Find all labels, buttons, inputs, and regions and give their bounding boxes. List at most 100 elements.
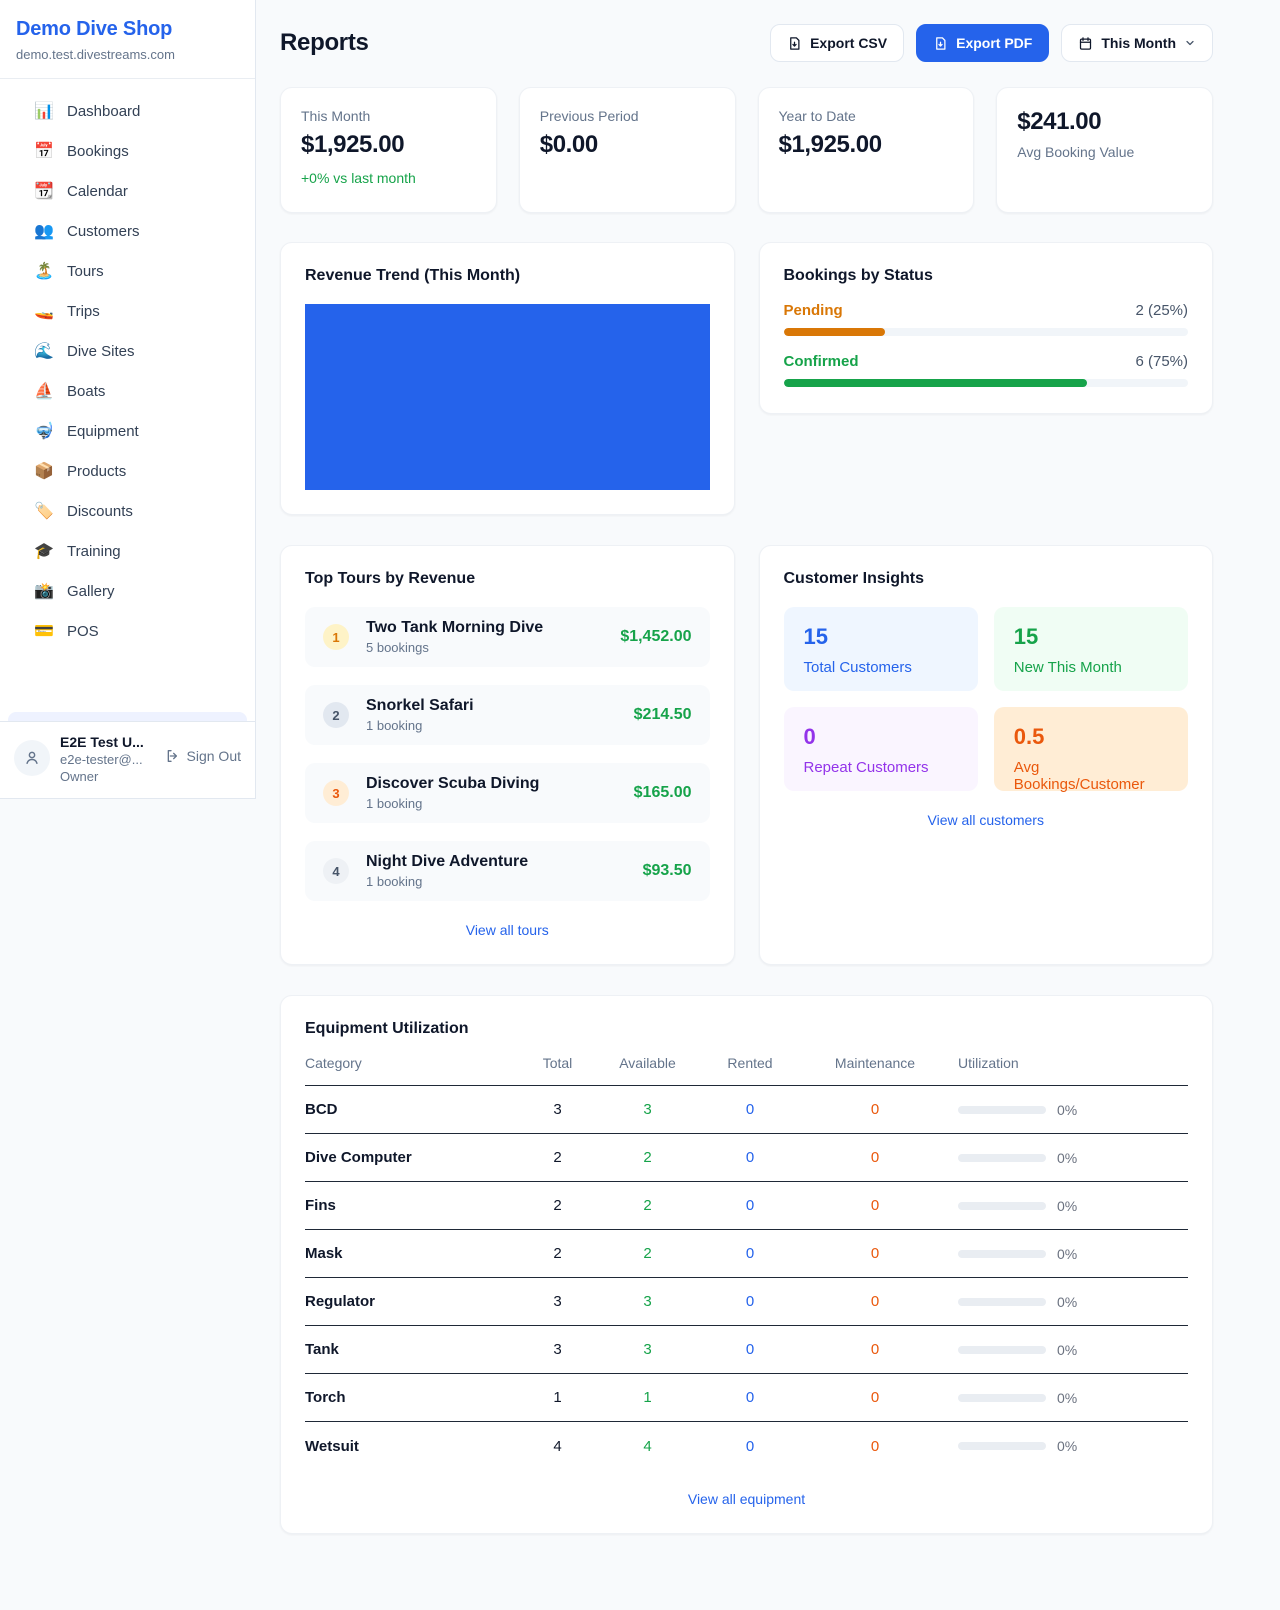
utilization-bar-track [958,1249,1046,1258]
tour-row: 2 Snorkel Safari 1 booking $214.50 [305,685,710,745]
stat-delta: +0% vs last month [301,170,416,186]
stat-label: Previous Period [539,108,639,124]
revenue-trend-card: Revenue Trend (This Month) [280,242,735,515]
column-header-rented: Rented [727,1055,773,1071]
equipment-table-header: Category Total Available Rented Maintenance U… [305,1055,1188,1086]
table-row: Regulator 3 3 0 0 0% [305,1278,1188,1326]
tour-revenue: $93.50 [642,862,692,879]
sign-out-button[interactable]: Sign Out [165,748,241,764]
status-row: Pending 2 (25%) [783,302,1188,336]
equipment-total: 3 [553,1101,562,1118]
view-all-tours-link[interactable]: View all tours [465,922,549,938]
tour-bookings: 1 booking [366,796,423,811]
discounts-icon: 🏷️ [34,503,54,520]
nav-label: Dive Sites [67,342,135,360]
insight-label: New This Month [1013,659,1122,676]
utilization-percent: 0% [1057,1101,1078,1118]
export-pdf-button[interactable]: Export PDF [916,24,1050,62]
top-tours-title: Top Tours by Revenue [305,570,476,587]
rank-badge: 1 [323,624,349,650]
sidebar-item-tours[interactable]: 🏝️ Tours [8,251,247,291]
sidebar-item-boats[interactable]: ⛵ Boats [8,371,247,411]
period-dropdown[interactable]: This Month [1061,24,1213,62]
tour-name: Discover Scuba Diving [366,775,540,792]
equipment-maintenance: 0 [870,1341,880,1358]
equipment-category: Mask [305,1245,343,1262]
table-row: BCD 3 3 0 0 0% [305,1086,1188,1134]
status-rows: Pending 2 (25%) Confirmed 6 (75%) [783,302,1188,387]
utilization-bar-track [958,1297,1046,1306]
stat-card-year-to-date: Year to Date $1,925.00 [757,87,975,213]
equipment-category: Fins [305,1197,336,1214]
sidebar-item-equipment[interactable]: 🤿 Equipment [8,411,247,451]
customers-icon: 👥 [34,223,54,240]
products-icon: 📦 [34,463,54,480]
insights-row: Top Tours by Revenue 1 Two Tank Morning … [280,545,1213,965]
column-header-available: Available [619,1055,676,1071]
tour-row: 1 Two Tank Morning Dive 5 bookings $1,45… [305,607,710,667]
nav-label: Calendar [67,182,128,200]
equipment-available: 2 [643,1245,652,1262]
equipment-maintenance: 0 [870,1101,880,1118]
sidebar-item-customers[interactable]: 👥 Customers [8,211,247,251]
insight-value: 0.5 [1013,724,1045,749]
sidebar-item-products[interactable]: 📦 Products [8,451,247,491]
equipment-available: 2 [643,1149,652,1166]
sidebar-item-trips[interactable]: 🚤 Trips [8,291,247,331]
shop-name: Demo Dive Shop [16,18,173,40]
equipment-icon: 🤿 [34,423,54,440]
sidebar-item-dashboard[interactable]: 📊 Dashboard [8,91,247,131]
tour-bookings: 5 bookings [366,640,429,655]
view-all-equipment-link[interactable]: View all equipment [687,1491,806,1507]
insight-label: Avg Bookings/Customer [1013,759,1145,793]
equipment-available: 1 [643,1389,652,1406]
column-header-total: Total [542,1055,573,1071]
equipment-category: Torch [305,1389,346,1406]
status-label: Pending [783,302,843,319]
nav-label: Gallery [67,582,115,600]
nav-label: POS [67,622,99,640]
table-row: Wetsuit 4 4 0 0 0% [305,1422,1188,1470]
nav-label: Tours [67,262,104,280]
stat-value: $241.00 [1017,108,1102,135]
sidebar-item-dive-sites[interactable]: 🌊 Dive Sites [8,331,247,371]
nav-label: Dashboard [67,102,141,120]
user-info: E2E Test U... e2e-tester@... Owner [60,734,144,784]
sidebar-item-calendar[interactable]: 📆 Calendar [8,171,247,211]
calendar-icon: 📆 [34,183,54,200]
export-csv-button[interactable]: Export CSV [770,24,905,62]
page-header: Reports Export CSV Export PDF This Month [280,24,1213,62]
sidebar-item-bookings[interactable]: 📅 Bookings [8,131,247,171]
utilization-bar-track [958,1393,1046,1402]
user-role: Owner [60,769,99,784]
chevron-down-icon [1186,40,1194,46]
status-row: Confirmed 6 (75%) [783,353,1188,387]
equipment-category: Wetsuit [305,1437,359,1455]
user-avatar-icon [26,751,38,764]
equipment-rented: 0 [745,1197,755,1214]
shop-domain: demo.test.divestreams.com [16,47,175,62]
sidebar-item-gallery[interactable]: 📸 Gallery [8,571,247,611]
period-label: This Month [1101,35,1176,51]
insight-value: 15 [803,624,828,649]
boats-icon: ⛵ [34,383,54,400]
utilization-percent: 0% [1057,1149,1078,1166]
charts-row: Revenue Trend (This Month) Bookings by S… [280,242,1213,515]
sidebar-header: Demo Dive Shop demo.test.divestreams.com [0,0,255,79]
utilization-percent: 0% [1057,1293,1078,1310]
rank-badge: 3 [323,780,349,806]
customer-insights-card: Customer Insights 15 Total Customers 15 … [758,545,1213,965]
revenue-trend-chart [305,304,710,490]
stat-value: $1,925.00 [778,131,883,158]
sidebar-item-reports-partial[interactable] [8,712,247,721]
table-row: Fins 2 2 0 0 0% [305,1182,1188,1230]
export-csv-icon [790,36,800,50]
view-all-customers-link[interactable]: View all customers [927,812,1044,828]
equipment-maintenance: 0 [870,1389,880,1406]
sidebar-item-training[interactable]: 🎓 Training [8,531,247,571]
insight-tiles: 15 Total Customers 15 New This Month 0 R… [783,607,1188,793]
sidebar-item-discounts[interactable]: 🏷️ Discounts [8,491,247,531]
table-row: Torch 1 1 0 0 0% [305,1374,1188,1422]
trips-icon: 🚤 [34,303,54,320]
sidebar-item-pos[interactable]: 💳 POS [8,611,247,651]
